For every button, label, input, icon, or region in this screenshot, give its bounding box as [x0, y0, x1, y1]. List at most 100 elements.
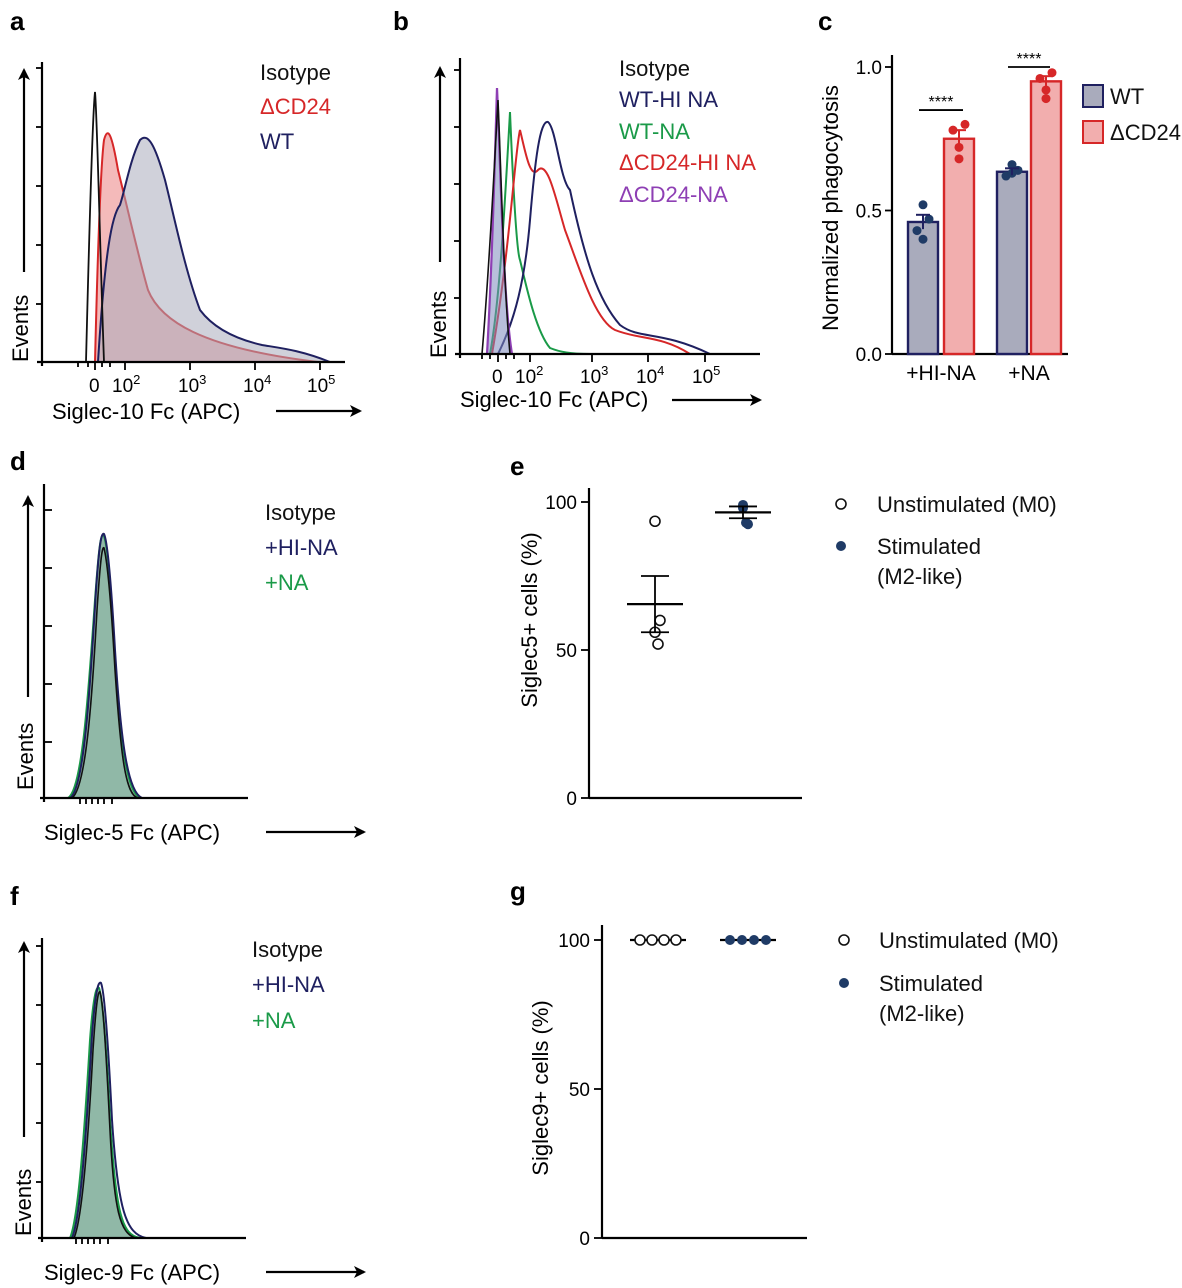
x-tick-label-1000: 103	[580, 363, 608, 388]
data-point	[1041, 94, 1051, 104]
legend-isotype: Isotype	[265, 500, 336, 525]
legend-m2-line1: Stimulated	[877, 534, 981, 559]
y-ticks: 0 50 100	[545, 493, 589, 810]
legend-isotype: Isotype	[619, 56, 690, 81]
legend-m2-line1: Stimulated	[879, 971, 983, 996]
x-ticks	[75, 1238, 109, 1244]
hist-isotype-b	[481, 99, 511, 355]
hist-dcd24-hi-na	[491, 129, 691, 355]
error-bars	[627, 505, 771, 634]
significance-label: ****	[929, 94, 954, 111]
legend-dcd24-na: ΔCD24-NA	[619, 182, 728, 207]
data-point	[725, 935, 735, 945]
bars	[906, 80, 1063, 356]
x-axis-label: Siglec-10 Fc (APC)	[52, 399, 240, 424]
data-point	[749, 935, 759, 945]
legend: Unstimulated (M0) Stimulated (M2-like)	[838, 928, 1059, 1026]
panel-d: d Siglec-5 Fc (APC) Events Isotype +HI-N…	[10, 446, 366, 845]
bar-dcd24-0	[942, 137, 976, 356]
y-axis-label: Events	[13, 723, 38, 790]
panel-label-f: f	[10, 881, 19, 911]
data-point	[737, 935, 747, 945]
x-ticks	[77, 362, 321, 370]
data-point	[741, 517, 751, 528]
x-tick-label-100: 102	[112, 372, 140, 397]
y-tick-label: 0	[566, 789, 577, 810]
x-axis-label: Siglec-5 Fc (APC)	[44, 820, 220, 845]
legend-dcd24: ΔCD24	[1110, 120, 1181, 145]
x-tick-label-100000: 105	[692, 363, 720, 388]
legend-wt: WT	[260, 129, 294, 154]
legend-marker-m2	[836, 541, 846, 551]
legend-swatch-wt	[1082, 84, 1104, 108]
y-ticks	[36, 945, 42, 1183]
y-ticks	[44, 509, 52, 743]
y-ticks: 0 50 100	[558, 931, 602, 1250]
panel-label-a: a	[10, 6, 25, 36]
x-tick-label-100000: 105	[307, 372, 335, 397]
legend-marker-m0	[835, 498, 847, 510]
x-axis-label: Siglec-10 Fc (APC)	[460, 387, 648, 412]
legend: WT ΔCD24	[1082, 84, 1181, 145]
x-tick-label-0: 0	[89, 376, 100, 397]
y-tick-label: 0	[579, 1229, 590, 1250]
data-point	[912, 226, 922, 236]
data-point	[761, 935, 771, 945]
x-tick-label-100: 102	[515, 363, 543, 388]
panel-label-e: e	[510, 451, 524, 481]
data-point	[954, 154, 964, 164]
points	[649, 499, 753, 650]
hist-isotype	[71, 547, 139, 799]
bar-wt-0	[906, 220, 940, 356]
panel-a: a 0 102 103 104 105 Siglec-10 Fc (APC) E…	[8, 6, 362, 424]
hist-isotype	[73, 991, 137, 1239]
legend-m0: Unstimulated (M0)	[879, 928, 1059, 953]
legend-hi-na: +HI-NA	[265, 535, 338, 560]
legend-marker-m0	[838, 934, 850, 946]
x-tick-label: +NA	[1008, 362, 1049, 385]
data-point	[960, 119, 970, 129]
hist-wt-hi-na	[497, 121, 711, 355]
y-ticks	[36, 67, 42, 305]
legend-wt-na: WT-NA	[619, 119, 690, 144]
y-axis-label: Siglec5+ cells (%)	[517, 532, 542, 707]
panel-c: c 0.0 0.5 1.0 **** **** +HI-NA +NA Normalize…	[818, 6, 1181, 385]
x-tick-label-10000: 104	[243, 372, 271, 397]
legend-dcd24-hi-na: ΔCD24-HI NA	[619, 150, 756, 175]
y-axis-label: Normalized phagocytosis	[818, 85, 843, 331]
y-tick-label: 1.0	[856, 58, 882, 79]
panel-label-c: c	[818, 6, 832, 36]
panel-e: e 0 50 100 Siglec5+ cells (%) Unstimulated…	[510, 451, 1057, 810]
y-axis-label: Events	[8, 295, 33, 362]
data-point	[918, 234, 928, 244]
bar-dcd24-1	[1029, 80, 1063, 356]
legend-m0: Unstimulated (M0)	[877, 492, 1057, 517]
legend-isotype: Isotype	[252, 937, 323, 962]
data-point	[1047, 68, 1057, 78]
y-axis-label: Events	[11, 1169, 36, 1236]
data-point	[1041, 85, 1051, 95]
legend-swatch-dcd24	[1082, 120, 1104, 144]
x-ticks	[79, 798, 113, 804]
x-tick-labels: +HI-NA +NA	[906, 362, 1049, 385]
data-point	[646, 934, 658, 946]
hist-na	[68, 986, 141, 1239]
data-point	[1007, 160, 1017, 170]
data-point	[670, 934, 682, 946]
hist-hi-na	[69, 532, 143, 799]
y-ticks: 0.0 0.5 1.0	[856, 58, 892, 366]
y-tick-label: 50	[569, 1080, 590, 1101]
panel-f: f Siglec-9 Fc (APC) Events Isotype +HI-N…	[10, 881, 366, 1285]
y-tick-label: 100	[558, 931, 590, 952]
hist-wt	[96, 136, 331, 363]
legend-wt: WT	[1110, 84, 1144, 109]
significance: **** ****	[919, 51, 1050, 111]
significance-label: ****	[1017, 51, 1042, 68]
hist-na	[64, 533, 144, 799]
error-bars	[916, 75, 1053, 230]
legend-wt-hi-na: WT-HI NA	[619, 87, 718, 112]
panel-label-g: g	[510, 876, 526, 906]
y-tick-label: 100	[545, 493, 577, 514]
data-point	[918, 200, 928, 210]
y-ticks	[454, 69, 460, 299]
